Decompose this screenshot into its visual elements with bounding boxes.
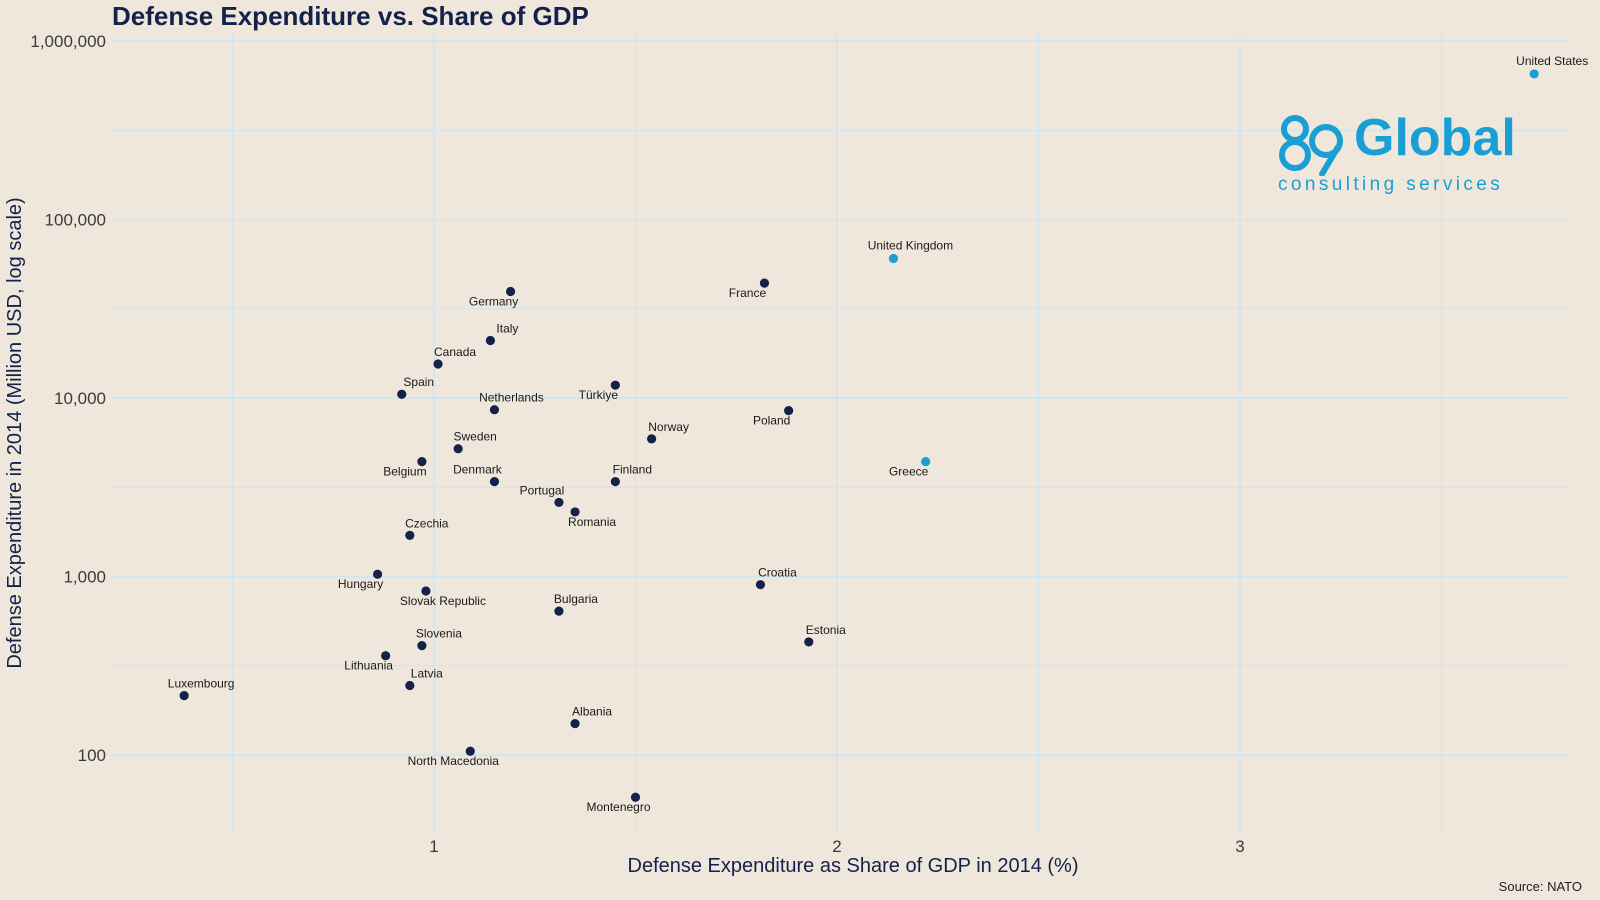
point-label: Portugal (520, 483, 565, 497)
data-point (647, 434, 657, 444)
data-point (784, 405, 794, 416)
y-tick-label: 1,000,000 (30, 32, 106, 51)
data-point (505, 286, 516, 297)
data-point (405, 530, 415, 540)
data-point (433, 359, 443, 369)
logo-mark-icon (1279, 115, 1343, 176)
point-label: Canada (434, 345, 476, 359)
point-label: Italy (496, 321, 518, 335)
data-point (804, 637, 814, 647)
data-point (610, 477, 620, 487)
logo-tagline: consulting services (1278, 174, 1504, 195)
point-label: Montenegro (586, 800, 650, 814)
y-tick-label: 10,000 (54, 389, 106, 408)
point-label: Slovak Republic (400, 594, 486, 608)
data-point (485, 335, 496, 346)
point-label: Belgium (383, 465, 426, 479)
data-point (921, 457, 931, 467)
data-point (888, 253, 899, 264)
point-label: Türkiye (579, 388, 619, 402)
point-label: Bulgaria (554, 592, 598, 606)
data-point (417, 641, 427, 651)
data-point (465, 746, 475, 756)
point-label: France (729, 286, 767, 300)
logo-wordmark: Global (1354, 109, 1516, 167)
data-point (554, 606, 564, 616)
point-label: Slovenia (416, 627, 462, 641)
data-point (630, 792, 641, 802)
data-point (570, 718, 580, 729)
point-label: Hungary (338, 577, 383, 591)
chart-title: Defense Expenditure vs. Share of GDP (112, 1, 589, 31)
y-tick-label: 100 (78, 746, 106, 765)
company-logo: Global consulting services (1278, 112, 1528, 202)
data-point (453, 444, 463, 454)
data-point (405, 680, 415, 691)
point-label: Latvia (411, 667, 443, 681)
point-label: Netherlands (479, 391, 544, 405)
x-tick-label: 1 (429, 837, 438, 856)
data-labels: United States United Kingdom Greece France G… (168, 54, 1588, 814)
point-label: Germany (469, 295, 518, 309)
data-point (554, 497, 564, 508)
grid-lines (112, 34, 1568, 832)
point-label: Croatia (758, 566, 797, 580)
point-label: Greece (889, 465, 929, 479)
point-label: United Kingdom (868, 238, 953, 252)
point-label: Romania (568, 515, 616, 529)
data-points (179, 69, 1539, 802)
y-axis-title: Defense Expenditure in 2014 (Million USD… (4, 197, 26, 668)
data-point (489, 405, 500, 415)
axis-ticks: 1 2 3 100 1,000 10,000 100,000 1,000,000 (30, 32, 1244, 856)
data-point (179, 691, 189, 701)
data-point (421, 586, 431, 596)
data-point (417, 457, 427, 467)
x-axis-title: Defense Expenditure as Share of GDP in 2… (628, 855, 1079, 877)
point-label: Luxembourg (168, 677, 235, 691)
y-tick-label: 1,000 (63, 568, 106, 587)
x-tick-label: 2 (832, 837, 841, 856)
point-label: Sweden (453, 430, 496, 444)
data-point (759, 278, 770, 288)
data-point (755, 580, 766, 590)
point-label: Denmark (453, 463, 503, 477)
data-point (1529, 69, 1539, 79)
data-point (372, 569, 383, 579)
point-label: United States (1516, 54, 1588, 68)
x-tick-label: 3 (1235, 837, 1244, 856)
source-note: Source: NATO (1498, 879, 1582, 894)
data-point (489, 477, 500, 487)
point-label: Albania (572, 705, 612, 719)
point-label: North Macedonia (408, 754, 500, 768)
data-point (570, 507, 580, 517)
y-tick-label: 100,000 (45, 211, 106, 230)
point-label: Spain (403, 375, 434, 389)
point-label: Norway (648, 420, 689, 434)
data-point (610, 380, 620, 390)
point-label: Poland (753, 414, 790, 428)
data-point (397, 389, 407, 399)
point-label: Czechia (405, 516, 449, 530)
point-label: Finland (613, 463, 652, 477)
data-point (381, 651, 391, 661)
point-label: Estonia (806, 623, 846, 637)
point-label: Lithuania (344, 659, 393, 673)
